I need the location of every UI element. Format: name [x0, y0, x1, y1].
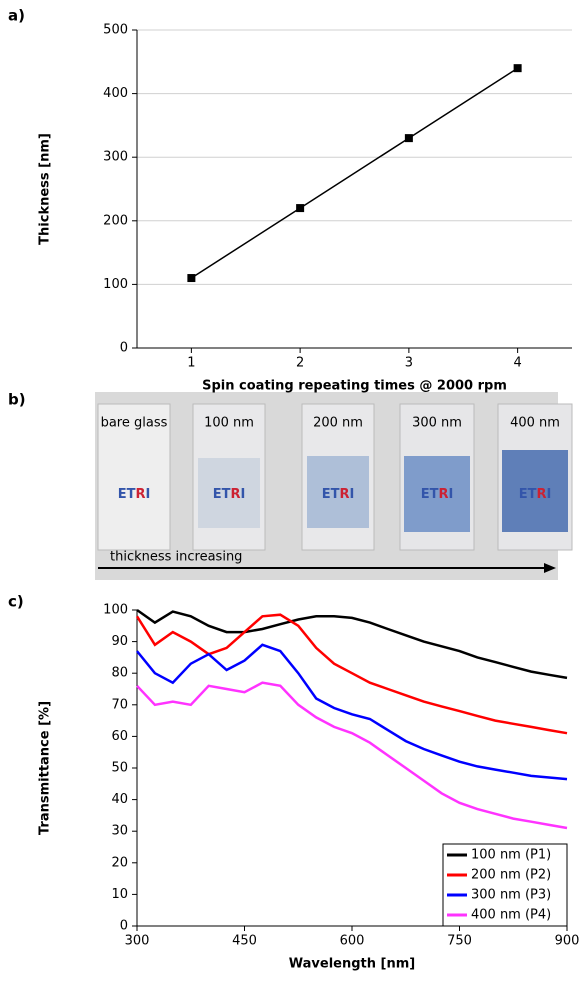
slide-label: bare glass	[101, 416, 168, 431]
legend-label: 300 nm (P3)	[471, 888, 551, 903]
logo-part: R	[339, 487, 349, 502]
marker	[404, 134, 413, 143]
x-tick-label: 4	[513, 356, 521, 371]
panel-label: b)	[8, 391, 26, 409]
film	[404, 456, 470, 532]
y-tick-label: 30	[111, 824, 128, 839]
series-line	[136, 681, 568, 830]
x-tick-label: 2	[296, 356, 304, 371]
x-axis-title: Spin coating repeating times @ 2000 rpm	[202, 379, 507, 394]
film	[502, 450, 568, 532]
film	[307, 456, 369, 528]
logo-part: R	[438, 487, 448, 502]
x-tick-label: 3	[405, 356, 413, 371]
slide-label: 200 nm	[313, 416, 363, 431]
logo-part: R	[135, 487, 145, 502]
series-line	[190, 67, 519, 279]
legend-label: 100 nm (P1)	[471, 848, 551, 863]
y-tick-label: 0	[120, 919, 128, 934]
x-tick-label: 900	[555, 934, 580, 949]
x-tick-label: 300	[125, 934, 150, 949]
logo-part: I	[349, 487, 354, 502]
slide-label: 400 nm	[510, 416, 560, 431]
y-tick-label: 70	[111, 697, 128, 712]
x-tick-label: 600	[340, 934, 365, 949]
legend-label: 400 nm (P4)	[471, 908, 551, 923]
logo: ETRI	[118, 487, 151, 502]
y-tick-label: 90	[111, 634, 128, 649]
slide-label: 100 nm	[204, 416, 254, 431]
y-tick-label: 40	[111, 792, 128, 807]
y-tick-label: 0	[120, 341, 128, 356]
x-axis-title: Wavelength [nm]	[289, 957, 415, 972]
x-tick-label: 450	[232, 934, 257, 949]
logo-part: I	[145, 487, 150, 502]
y-tick-label: 10	[111, 887, 128, 902]
series-line	[136, 608, 568, 680]
y-tick-label: 100	[103, 603, 128, 618]
logo-part: ET	[322, 487, 340, 502]
y-tick-label: 400	[103, 86, 128, 101]
slide-label: 300 nm	[412, 416, 462, 431]
logo-part: I	[546, 487, 551, 502]
logo-part: ET	[519, 487, 537, 502]
logo-part: I	[240, 487, 245, 502]
y-tick-label: 500	[103, 23, 128, 38]
logo: ETRI	[322, 487, 355, 502]
y-tick-label: 60	[111, 729, 128, 744]
legend-box	[442, 843, 568, 927]
logo-part: ET	[421, 487, 439, 502]
logo: ETRI	[421, 487, 454, 502]
y-tick-label: 200	[103, 213, 128, 228]
marker	[296, 204, 305, 213]
panel-label: a)	[8, 7, 25, 25]
logo: ETRI	[519, 487, 552, 502]
marker	[187, 274, 196, 283]
arrow-label: thickness increasing	[110, 550, 242, 565]
film	[198, 458, 260, 528]
marker	[513, 64, 522, 73]
arrow-head	[544, 563, 556, 573]
panel-label: c)	[8, 593, 24, 611]
y-tick-label: 80	[111, 666, 128, 681]
series-line	[136, 643, 568, 781]
logo-part: R	[536, 487, 546, 502]
logo: ETRI	[213, 487, 246, 502]
y-tick-label: 20	[111, 855, 128, 870]
y-axis-title: Transmittance [%]	[38, 701, 53, 835]
y-tick-label: 300	[103, 150, 128, 165]
logo-part: ET	[118, 487, 136, 502]
logo-part: I	[448, 487, 453, 502]
slide	[97, 403, 171, 551]
logo-part: R	[230, 487, 240, 502]
logo-part: ET	[213, 487, 231, 502]
x-tick-label: 1	[187, 356, 195, 371]
y-tick-label: 50	[111, 761, 128, 776]
legend-label: 200 nm (P2)	[471, 868, 551, 883]
y-tick-label: 100	[103, 277, 128, 292]
y-axis-title: Thickness [nm]	[38, 133, 53, 245]
x-tick-label: 750	[447, 934, 472, 949]
